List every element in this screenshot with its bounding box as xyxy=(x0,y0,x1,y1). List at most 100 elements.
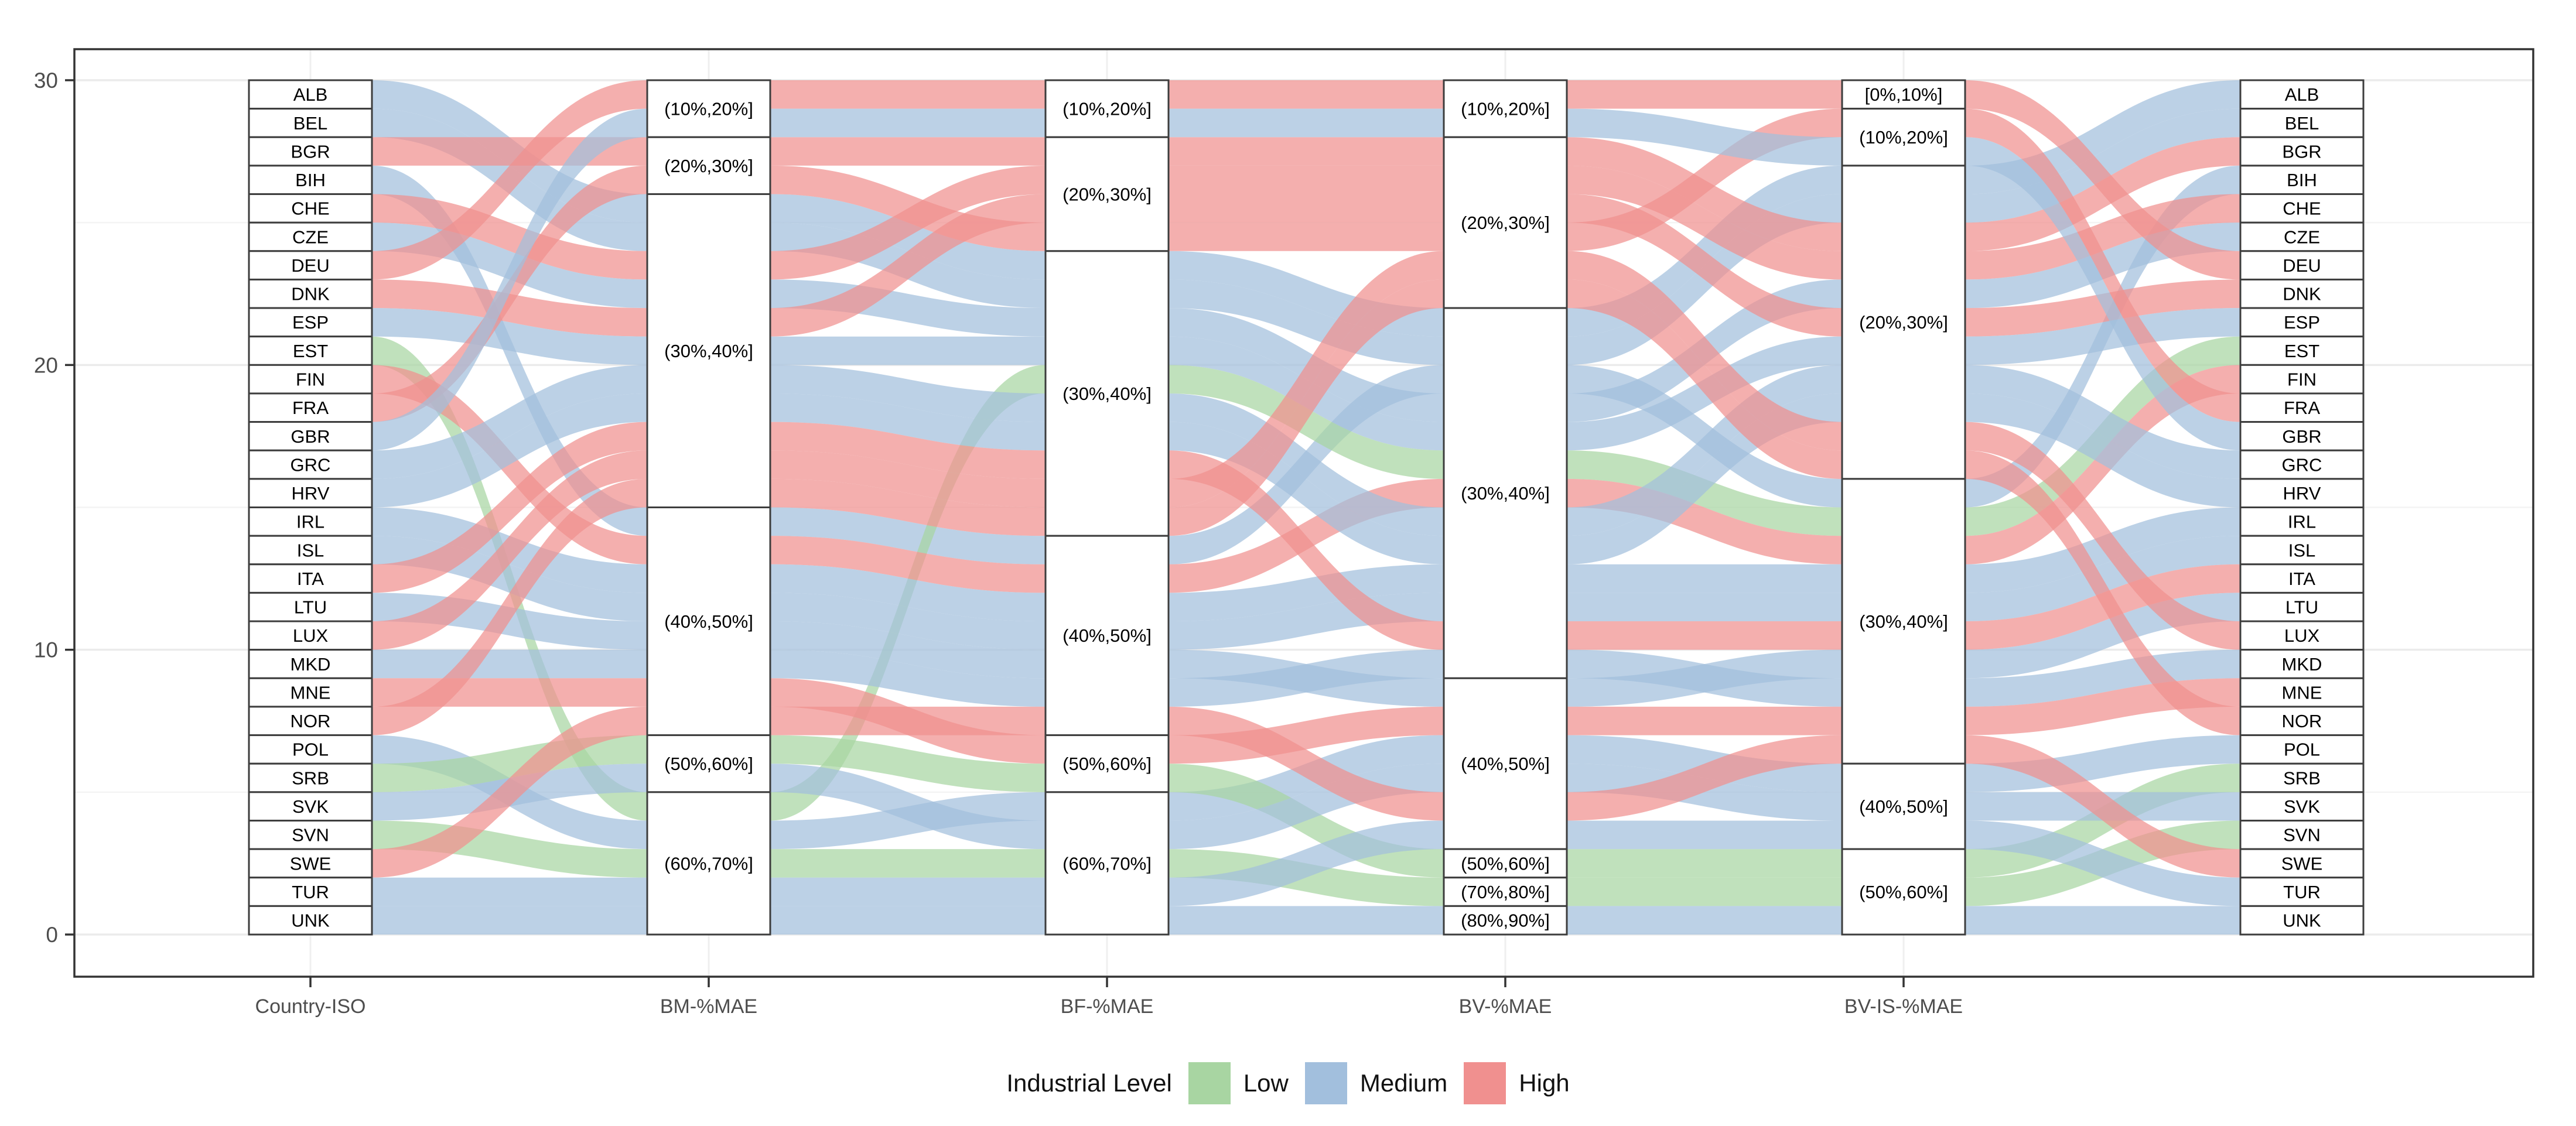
ribbon-GRC-1 xyxy=(770,365,1046,422)
ribbon-MNE-2 xyxy=(1169,706,1444,764)
bin-stratum-bm-2 xyxy=(646,193,771,508)
ribbon-HRV-4 xyxy=(1965,393,2240,508)
bin-stratum-bv-3 xyxy=(1443,677,1568,850)
legend-swatch-medium xyxy=(1304,1062,1347,1104)
country-stratum-right-TUR xyxy=(2239,877,2365,907)
ribbon-NOR-3 xyxy=(1567,279,1842,479)
legend-item-medium: Medium xyxy=(1304,1062,1447,1104)
bin-stratum-bvis-0-label: [0%,10%] xyxy=(1865,84,1943,105)
ribbon-ITA-1 xyxy=(770,422,1046,479)
country-stratum-right-ISL-label: ISL xyxy=(2288,540,2316,560)
ribbon-CHE-2 xyxy=(1169,165,1444,194)
country-stratum-left-CZE-label: CZE xyxy=(292,227,329,247)
ribbon-HRV-1 xyxy=(770,393,1046,451)
bin-stratum-bvis-4 xyxy=(1841,762,1966,850)
ribbon-BIH-1 xyxy=(770,507,1046,564)
country-stratum-left-ITA-label: ITA xyxy=(297,569,324,589)
ribbon-POL-4 xyxy=(1965,735,2240,792)
ribbon-ISL-1 xyxy=(770,593,1046,650)
ribbon-GBR-4 xyxy=(1965,137,2240,451)
bin-stratum-bvis-1-label: (10%,20%] xyxy=(1859,127,1948,148)
country-stratum-right-CHE xyxy=(2239,193,2365,224)
country-stratum-left-SVK-label: SVK xyxy=(292,796,329,817)
ribbon-NOR-2 xyxy=(1169,279,1444,536)
ribbon-UNK-3 xyxy=(1567,906,1842,935)
ribbon-TUR-2 xyxy=(1169,820,1444,906)
ribbon-FRA-2 xyxy=(1169,223,1444,251)
country-stratum-right-BEL-label: BEL xyxy=(2285,113,2319,134)
ribbon-DEU-0 xyxy=(372,80,647,280)
country-stratum-left-ALB-label: ALB xyxy=(293,84,328,105)
bin-stratum-bf-1 xyxy=(1044,136,1170,252)
ribbon-SWE-2 xyxy=(1169,706,1444,821)
ribbon-DNK-2 xyxy=(1169,194,1444,223)
country-stratum-right-DNK-label: DNK xyxy=(2283,284,2321,304)
x-axis-label-4: BV-IS-%MAE xyxy=(1844,995,1963,1018)
bin-stratum-bm-1-label: (20%,30%] xyxy=(664,156,753,176)
bin-stratum-bv-5 xyxy=(1443,877,1568,907)
country-stratum-left-FIN xyxy=(248,364,373,395)
ribbon-TUR-1 xyxy=(770,877,1046,906)
x-axis: Country-ISO BM-%MAE BF-%MAE BV-%MAE BV-IS-%M… xyxy=(255,977,1963,1018)
bin-stratum-bvis-2 xyxy=(1841,165,1966,480)
country-stratum-right-ESP-label: ESP xyxy=(2284,312,2320,333)
legend-swatch-high xyxy=(1464,1062,1506,1104)
country-stratum-left-ALB xyxy=(248,79,373,110)
ribbon-EST-3 xyxy=(1567,450,1842,536)
country-stratum-left-HRV-label: HRV xyxy=(292,483,330,504)
country-stratum-right-LTU xyxy=(2239,591,2365,622)
ribbon-SVK-1 xyxy=(770,764,1046,850)
bin-stratum-bv-1 xyxy=(1443,136,1568,309)
ribbon-ESP-0 xyxy=(372,308,647,365)
country-stratum-left-DEU-label: DEU xyxy=(291,255,329,276)
country-stratum-left-GBR-label: GBR xyxy=(291,426,330,447)
x-axis-label-0: Country-ISO xyxy=(255,995,366,1018)
bin-stratum-bf-0 xyxy=(1044,79,1170,138)
ribbon-IRL-1 xyxy=(770,564,1046,622)
country-stratum-left-ISL-label: ISL xyxy=(297,540,324,560)
ribbon-TUR-0 xyxy=(372,877,647,906)
ribbon-SRB-1 xyxy=(770,735,1046,792)
country-stratum-right-HRV xyxy=(2239,478,2365,508)
legend-label-high: High xyxy=(1519,1069,1570,1097)
country-stratum-right-ITA xyxy=(2239,563,2365,594)
country-stratum-right-GRC-label: GRC xyxy=(2282,454,2322,475)
country-stratum-left-LTU-label: LTU xyxy=(294,597,327,618)
ribbon-GBR-2 xyxy=(1169,108,1444,138)
country-stratum-right-SVK-label: SVK xyxy=(2284,796,2320,817)
country-stratum-left-SWE-label: SWE xyxy=(290,853,332,874)
bin-stratum-bm-3-label: (40%,50%] xyxy=(664,611,753,632)
ribbon-GRC-0 xyxy=(372,365,647,479)
y-tick-label-10: 10 xyxy=(34,638,58,662)
bin-stratum-bv-0-label: (10%,20%] xyxy=(1461,98,1550,119)
ribbon-GBR-3 xyxy=(1567,108,1842,166)
country-stratum-left-BEL-label: BEL xyxy=(293,113,328,134)
ribbon-ITA-4 xyxy=(1965,564,2240,650)
country-stratum-right-UNK-label: UNK xyxy=(2283,911,2321,931)
country-stratum-left-SVK xyxy=(248,791,373,822)
country-stratum-right-SVN-label: SVN xyxy=(2283,825,2321,846)
country-stratum-right-CZE-label: CZE xyxy=(2284,227,2320,247)
ribbon-UNK-4 xyxy=(1965,906,2240,935)
country-stratum-right-TUR-label: TUR xyxy=(2283,882,2321,902)
bin-stratum-bf-4-label: (50%,60%] xyxy=(1062,754,1152,774)
country-stratum-right-EST-label: EST xyxy=(2284,341,2319,361)
ribbon-LTU-1 xyxy=(770,621,1046,679)
strata: ALB ALB BEL BEL BGR BGR BIH BIH CHE CHE CZE CZE DEU D… xyxy=(248,79,2365,936)
ribbon-DEU-4 xyxy=(1965,80,2240,280)
bin-stratum-bm-5 xyxy=(646,791,771,936)
country-stratum-left-IRL-label: IRL xyxy=(296,512,324,532)
country-stratum-right-LUX-label: LUX xyxy=(2284,625,2320,646)
legend-swatch-low xyxy=(1188,1062,1231,1104)
country-stratum-right-ITA-label: ITA xyxy=(2288,569,2315,589)
country-stratum-left-NOR-label: NOR xyxy=(291,711,331,731)
y-tick-label-20: 20 xyxy=(34,353,58,377)
country-stratum-left-BIH xyxy=(248,165,373,196)
country-stratum-right-ALB-label: ALB xyxy=(2285,84,2319,105)
country-stratum-right-BEL xyxy=(2239,108,2365,138)
ribbon-SWE-0 xyxy=(372,706,647,878)
y-axis: 0 10 20 30 xyxy=(34,69,74,947)
bin-stratum-bvis-5 xyxy=(1841,848,1966,936)
bin-stratum-bvis-1 xyxy=(1841,108,1966,167)
country-stratum-left-ISL xyxy=(248,535,373,566)
